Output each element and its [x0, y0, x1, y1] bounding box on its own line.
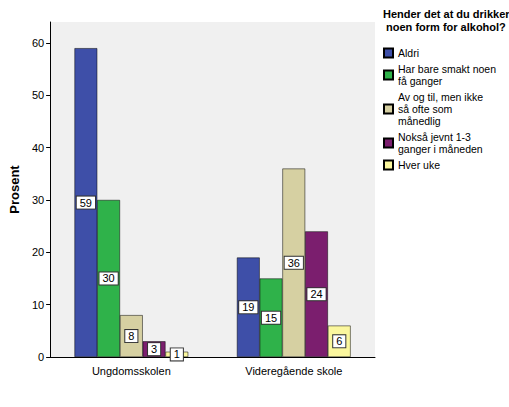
svg-text:så ofte som: så ofte som [398, 103, 455, 115]
svg-text:Av og til, men ikke: Av og til, men ikke [398, 91, 486, 103]
svg-text:få ganger: få ganger [398, 75, 443, 87]
svg-text:Har bare smakt noen: Har bare smakt noen [398, 63, 499, 75]
svg-text:Prosent: Prosent [7, 165, 22, 214]
svg-text:50: 50 [32, 89, 44, 101]
svg-text:19: 19 [242, 301, 254, 313]
svg-text:30: 30 [102, 272, 114, 284]
svg-text:Ungdomsskolen: Ungdomsskolen [92, 365, 171, 377]
svg-text:20: 20 [32, 246, 44, 258]
svg-text:månedlig: månedlig [398, 115, 441, 127]
svg-text:24: 24 [310, 288, 322, 300]
svg-text:ganger i måneden: ganger i måneden [398, 143, 483, 155]
svg-text:40: 40 [32, 142, 44, 154]
svg-text:Nokså jevnt 1-3: Nokså jevnt 1-3 [398, 131, 474, 143]
svg-text:noen form for alkohol?: noen form for alkohol? [383, 21, 506, 33]
svg-text:Hender det at du drikker: Hender det at du drikker [383, 8, 509, 20]
svg-text:3: 3 [151, 343, 157, 355]
svg-text:0: 0 [38, 351, 44, 363]
svg-text:59: 59 [80, 197, 92, 209]
svg-text:6: 6 [336, 335, 342, 347]
svg-text:Videregående skole: Videregående skole [245, 365, 342, 377]
svg-text:15: 15 [265, 312, 277, 324]
svg-text:1: 1 [174, 348, 180, 360]
svg-text:60: 60 [32, 37, 44, 49]
svg-text:8: 8 [128, 330, 134, 342]
svg-text:36: 36 [288, 257, 300, 269]
svg-text:10: 10 [32, 299, 44, 311]
svg-text:30: 30 [32, 194, 44, 206]
svg-text:Aldri: Aldri [398, 47, 419, 59]
svg-text:Hver uke: Hver uke [398, 159, 440, 171]
